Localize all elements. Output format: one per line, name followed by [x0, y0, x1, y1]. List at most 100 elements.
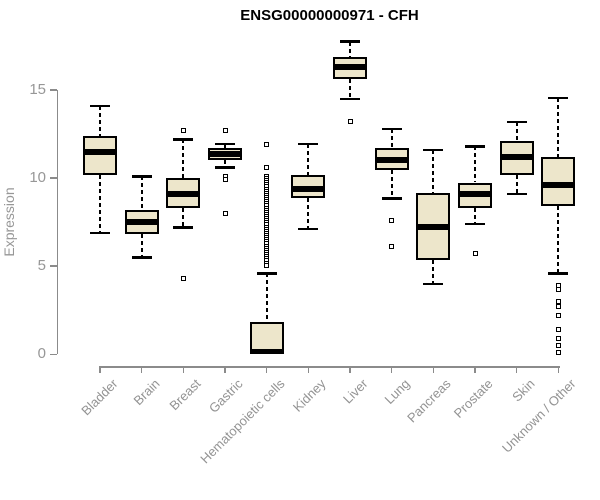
x-axis-line: [99, 366, 560, 368]
upper-whisker-cap: [423, 148, 444, 152]
upper-whisker: [307, 143, 310, 175]
outlier-point: [180, 276, 186, 282]
upper-whisker: [265, 273, 268, 322]
lower-whisker: [515, 174, 518, 194]
median-line: [85, 148, 115, 155]
x-axis-tick: [99, 367, 101, 373]
y-axis-tick: [50, 89, 57, 91]
lower-whisker: [140, 234, 143, 258]
box: [83, 135, 117, 175]
lower-whisker-cap: [90, 231, 110, 235]
box: [208, 148, 242, 161]
upper-whisker-cap: [298, 142, 319, 146]
x-axis-tick: [140, 367, 143, 373]
lower-whisker-cap: [381, 197, 402, 200]
outlier-point: [264, 142, 270, 148]
box: [249, 321, 284, 355]
outlier-point: [472, 251, 478, 257]
outlier-point: [222, 210, 228, 216]
median-line: [501, 153, 532, 160]
lower-whisker: [432, 260, 435, 284]
outlier-point: [389, 244, 395, 250]
outlier-point: [222, 177, 228, 183]
y-tick-label: 0: [37, 345, 46, 363]
lower-whisker: [224, 160, 226, 168]
box: [124, 209, 159, 235]
upper-whisker-cap: [381, 127, 402, 131]
lower-whisker-cap: [340, 97, 361, 101]
upper-whisker-cap: [131, 175, 152, 178]
upper-whisker-cap: [506, 120, 527, 124]
upper-whisker: [557, 97, 560, 157]
x-axis-tick: [182, 367, 185, 373]
upper-whisker: [182, 139, 185, 179]
x-axis-tick: [474, 367, 476, 373]
outlier-point: [555, 350, 561, 356]
x-axis-tick: [349, 367, 351, 373]
lower-whisker-cap: [215, 166, 235, 169]
upper-whisker-cap: [548, 96, 569, 100]
upper-whisker: [224, 143, 226, 149]
box: [166, 178, 201, 209]
y-tick-label: 10: [29, 169, 46, 187]
outlier-point: [555, 304, 561, 310]
box: [291, 174, 326, 199]
upper-whisker-cap: [465, 145, 486, 148]
outlier-point: [555, 313, 561, 319]
median-line: [543, 182, 574, 189]
upper-whisker: [432, 149, 435, 194]
y-axis-tick: [50, 265, 57, 267]
box: [499, 141, 534, 175]
outlier-point: [264, 165, 270, 171]
y-axis-tick: [50, 177, 57, 179]
upper-whisker-cap: [173, 138, 194, 141]
box: [541, 156, 576, 207]
upper-whisker: [99, 105, 101, 136]
median-line: [126, 219, 157, 226]
x-axis-tick: [224, 367, 226, 373]
x-axis-tick: [515, 367, 518, 373]
y-tick-label: 5: [37, 257, 46, 275]
median-line: [168, 190, 199, 197]
median-line: [418, 224, 449, 231]
upper-whisker-cap: [90, 104, 110, 108]
median-line: [335, 64, 366, 71]
lower-whisker-cap: [465, 222, 486, 226]
x-tick-label: Unknown / Other: [499, 376, 579, 456]
y-axis-tick: [50, 353, 57, 356]
median-line: [210, 151, 240, 158]
box: [374, 148, 409, 171]
upper-whisker: [140, 176, 143, 210]
upper-whisker: [474, 146, 477, 183]
y-tick-label: 15: [29, 81, 46, 98]
upper-whisker: [349, 41, 352, 57]
lower-whisker-cap: [548, 272, 569, 275]
outlier-point: [555, 342, 561, 348]
lower-whisker-cap: [173, 226, 194, 229]
median-line: [376, 156, 407, 163]
median-line: [460, 190, 491, 197]
lower-whisker: [182, 208, 185, 228]
upper-whisker-cap: [340, 40, 361, 43]
lower-whisker: [307, 198, 310, 230]
upper-whisker: [515, 121, 518, 142]
lower-whisker: [390, 170, 393, 199]
outlier-point: [389, 217, 395, 223]
lower-whisker-cap: [298, 227, 319, 231]
lower-whisker: [99, 174, 101, 233]
outlier-point: [555, 335, 561, 341]
outlier-point: [555, 327, 561, 333]
upper-whisker-cap: [256, 272, 277, 275]
x-axis-tick: [390, 367, 393, 373]
upper-whisker: [390, 128, 393, 149]
outlier-point: [555, 298, 561, 304]
outlier-point: [347, 119, 353, 125]
outlier-point: [222, 128, 228, 134]
x-axis-tick: [557, 367, 560, 373]
lower-whisker-cap: [131, 256, 152, 259]
x-axis-tick: [432, 367, 435, 373]
lower-whisker: [474, 208, 477, 224]
x-axis-tick: [265, 367, 268, 373]
lower-whisker: [349, 79, 352, 99]
box: [416, 193, 451, 261]
